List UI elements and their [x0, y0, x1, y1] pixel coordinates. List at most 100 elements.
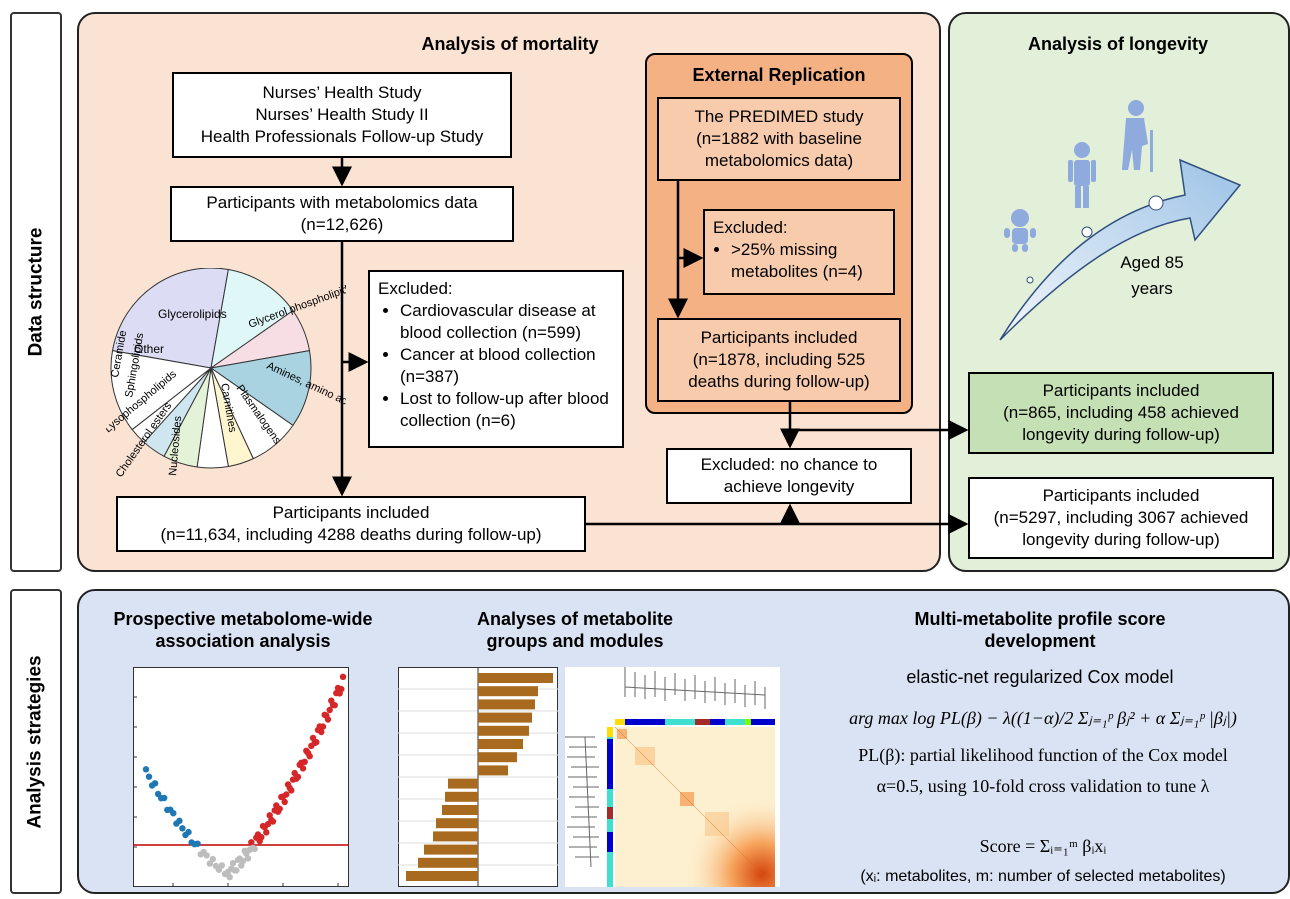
volcano-point	[142, 766, 150, 773]
volcano-point	[331, 702, 338, 709]
mortality-included-line1: Participants included	[272, 503, 430, 522]
volcano-point	[283, 791, 290, 798]
external-included-line3: deaths during follow-up)	[688, 372, 870, 391]
volcano-point	[145, 773, 153, 780]
volcano-point	[306, 753, 313, 760]
bar-group	[406, 673, 553, 881]
cohort-nhs2: Nurses’ Health Study II	[255, 105, 429, 124]
group-bar	[433, 831, 478, 842]
col3-title: Multi-metabolite profile score developme…	[860, 608, 1220, 652]
no-chance-box: Excluded: no chance to achieve longevity	[666, 448, 912, 504]
volcano-point	[324, 716, 332, 723]
external-excluded-list: >25% missing metabolites (n=4)	[713, 239, 885, 283]
group-bar	[478, 765, 508, 776]
equation-score: Score = Σᵢ₌₁ᵐ βᵢxᵢ	[979, 836, 1107, 856]
equation-argmax: arg max log PL(β) − λ((1−α)/2 Σⱼ₌₁ᵖ βⱼ² …	[849, 708, 1237, 728]
volcano-point	[269, 818, 277, 825]
pie-slices	[110, 268, 312, 469]
volcano-point	[319, 723, 327, 730]
group-bar	[445, 791, 478, 802]
mortality-excluded-box: Excluded: Cardiovascular disease at bloo…	[368, 270, 624, 448]
longevity-main-line3: longevity during follow-up)	[1022, 530, 1220, 549]
longevity-ext-line3: longevity during follow-up)	[1022, 425, 1220, 444]
predimed-box: The PREDIMED study (n=1882 with baseline…	[657, 97, 901, 181]
volcano-point	[313, 739, 320, 746]
group-bar	[436, 818, 478, 829]
group-bar	[418, 857, 478, 868]
cohorts-box: Nurses’ Health Study Nurses’ Health Stud…	[172, 72, 512, 158]
excluded-lost: Lost to follow-up after blood collection…	[400, 388, 614, 432]
volcano-point	[173, 820, 180, 827]
equation-alpha: α=0.5, using 10-fold cross validation to…	[876, 776, 1210, 796]
predimed-line3: metabolomics data)	[704, 151, 854, 170]
metabolomics-box: Participants with metabolomics data (n=1…	[170, 186, 514, 242]
col1-title-line1: Prospective metabolome-wide	[113, 609, 373, 629]
aged-85-line2: years	[1131, 279, 1173, 298]
pie-label-nucleosides: Nucleosides	[167, 415, 184, 476]
pie-label-other: Other	[134, 342, 164, 356]
volcano-points	[142, 673, 347, 881]
group-bar	[478, 739, 523, 749]
metabolomics-line1: Participants with metabolomics data	[206, 193, 478, 212]
volcano-point	[263, 829, 270, 836]
volcano-point	[281, 798, 288, 806]
external-excluded-title: Excluded:	[713, 218, 788, 237]
group-bar	[448, 778, 478, 789]
mortality-excluded-list: Cardiovascular disease at blood collecti…	[378, 300, 614, 432]
volcano-point	[288, 787, 295, 794]
pie-slice-plasmalogens	[209, 350, 312, 427]
longevity-main-line2: (n=5297, including 3067 achieved	[993, 508, 1249, 527]
aged-85-line1: Aged 85	[1120, 253, 1183, 272]
adult-icon	[1068, 142, 1096, 208]
volcano-point	[182, 831, 189, 839]
longevity-included-main-box: Participants included (n=5297, including…	[968, 477, 1274, 559]
volcano-point	[188, 839, 195, 846]
col2-title: Analyses of metabolite groups and module…	[420, 608, 730, 652]
metabolite-class-pie: Glycerolipids Glycerol phospholipids Ami…	[106, 268, 346, 480]
pie-slice-other	[110, 350, 213, 431]
longevity-arrow	[999, 158, 1242, 341]
volcano-point	[148, 782, 156, 789]
col1-title-line2: association analysis	[155, 631, 331, 651]
group-bar	[478, 673, 553, 683]
elderly-icon	[1122, 100, 1153, 172]
external-included-line1: Participants included	[700, 328, 858, 347]
group-bar	[478, 686, 538, 697]
equation-note: (xᵢ: metabolites, m: number of selected …	[860, 868, 1226, 885]
equation-pl: PL(β): partial likelihood function of th…	[858, 745, 1228, 765]
volcano-point	[164, 806, 171, 814]
excluded-cvd: Cardiovascular disease at blood collecti…	[400, 300, 614, 344]
volcano-point	[338, 685, 345, 693]
longevity-ext-line1: Participants included	[1042, 381, 1200, 400]
external-replication-title: External Replication	[692, 65, 866, 85]
col1-title: Prospective metabolome-wide association …	[88, 608, 398, 652]
cohort-hpfs: Health Professionals Follow-up Study	[200, 127, 484, 146]
group-bar	[424, 844, 478, 855]
volcano-point	[226, 874, 233, 881]
group-bar	[478, 699, 535, 710]
external-included-line2: (n=1878, including 525	[692, 350, 866, 369]
excluded-cancer: Cancer at blood collection (n=387)	[400, 344, 614, 388]
pie-slice-glycerol-phospholipids	[210, 268, 294, 370]
arrow-dot-small	[1026, 276, 1034, 284]
volcano-point	[339, 673, 347, 680]
col2-title-line1: Analyses of metabolite	[476, 609, 674, 629]
volcano-point	[248, 839, 255, 846]
predimed-line2: (n=1882 with baseline	[696, 129, 862, 148]
col3-title-line2: development	[984, 631, 1096, 651]
plot-ticks	[133, 696, 339, 887]
external-excluded-item: >25% missing metabolites (n=4)	[731, 239, 885, 283]
longevity-arrow-illustration: Aged 85 years	[999, 100, 1242, 341]
group-bar	[478, 712, 532, 723]
no-chance-line1: Excluded: no chance to	[700, 455, 878, 474]
pie-label-glycerolipids: Glycerolipids	[158, 307, 227, 321]
analysis-strategies-label: Analysis strategies	[25, 654, 47, 829]
volcano-point	[239, 857, 247, 865]
arrow-dot-large	[1148, 195, 1164, 211]
volcano-point	[251, 845, 258, 853]
predimed-line1: The PREDIMED study	[694, 107, 864, 126]
volcano-point	[318, 728, 325, 736]
arrow-dot-mid	[1081, 226, 1093, 238]
longevity-ext-line2: (n=865, including 458 achieved	[1003, 403, 1239, 422]
metabolomics-line2: (n=12,626)	[300, 215, 384, 234]
